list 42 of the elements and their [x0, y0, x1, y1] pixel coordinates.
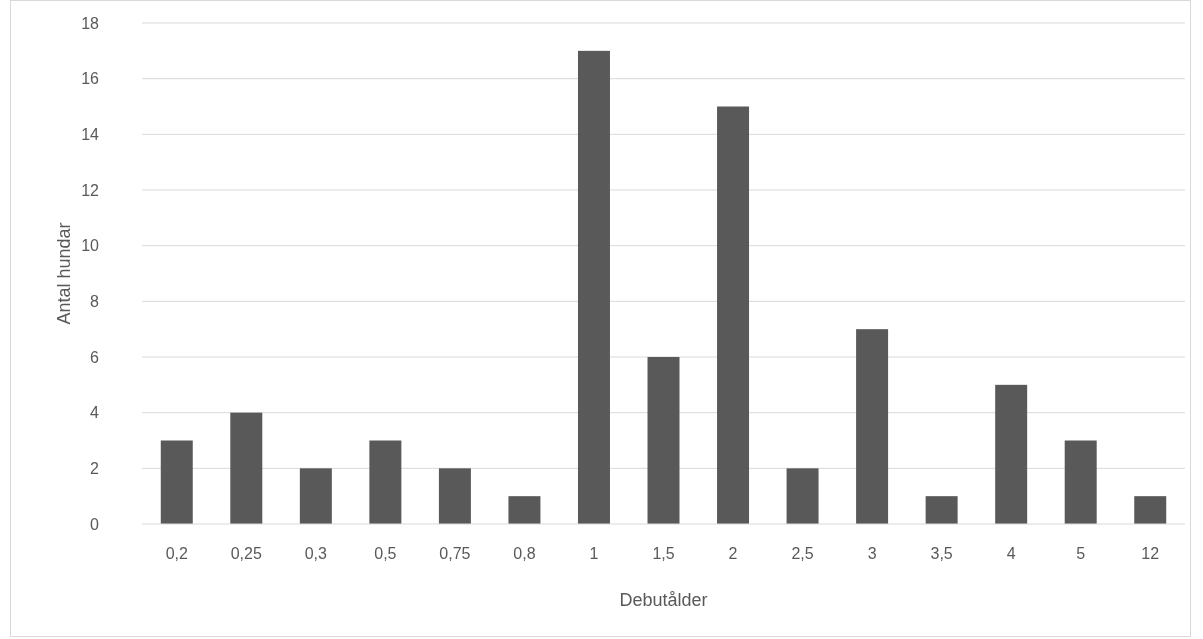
y-tick-label: 12: [81, 181, 100, 199]
bar: [1064, 440, 1097, 524]
x-tick-label: 3: [867, 545, 877, 562]
bar: [160, 440, 193, 524]
x-tick-label: 12: [1141, 545, 1160, 562]
bar: [995, 384, 1028, 524]
y-tick-label: 16: [81, 70, 100, 88]
y-tick-label: 0: [90, 515, 100, 533]
x-tick-label: 4: [1006, 545, 1016, 562]
x-tick-label: 0,2: [165, 545, 188, 562]
bar: [925, 496, 958, 524]
y-tick-label: 14: [81, 125, 100, 143]
x-tick-label: 1: [589, 545, 599, 562]
y-tick-label: 6: [90, 348, 100, 366]
x-tick-label: 5: [1076, 545, 1086, 562]
y-tick-label: 10: [81, 237, 100, 255]
y-tick-label: 4: [90, 404, 100, 422]
bar: [508, 496, 541, 524]
x-tick-label: 0,3: [304, 545, 328, 562]
x-tick-label: 2: [728, 545, 738, 562]
x-axis-title: Debutålder: [619, 590, 708, 610]
bar: [230, 412, 263, 524]
bar: [438, 468, 471, 524]
bar: [577, 50, 610, 524]
y-tick-label: 18: [81, 14, 100, 32]
bar: [299, 468, 332, 524]
bar: [1134, 496, 1167, 524]
x-tick-label: 0,75: [439, 545, 471, 562]
y-axis-title: Antal hundar: [54, 222, 74, 325]
bar: [717, 106, 750, 524]
bar: [369, 440, 402, 524]
x-tick-label: 0,25: [230, 545, 262, 562]
y-tick-label: 2: [90, 459, 100, 477]
bar: [856, 329, 889, 524]
bar: [647, 357, 680, 524]
x-tick-label: 0,5: [374, 545, 397, 562]
x-tick-label: 3,5: [930, 545, 953, 562]
x-tick-label: 0,8: [513, 545, 536, 562]
x-tick-label: 1,5: [652, 545, 675, 562]
bar: [786, 468, 819, 524]
y-tick-label: 8: [90, 292, 100, 310]
x-tick-label: 2,5: [791, 545, 814, 562]
